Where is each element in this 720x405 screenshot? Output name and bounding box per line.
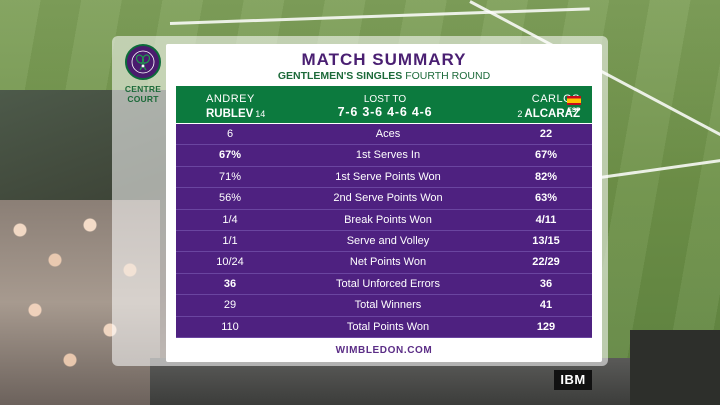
- set-scores: 7-6 3-6 4-6 4-6: [337, 105, 433, 119]
- player2-stat-value: 13/15: [532, 234, 560, 247]
- venue-logo: CENTRE COURT: [118, 44, 168, 104]
- player1-stat-value: 56%: [218, 192, 242, 205]
- website-link: WIMBLEDON.COM: [335, 345, 433, 356]
- player2-seed: 2: [517, 109, 523, 119]
- venue-line1: CENTRE: [124, 84, 162, 94]
- result-label: LOST TO: [363, 94, 407, 105]
- stats-table: 6 Aces 22 67% 1st Serves In 67% 71% 1st Serve P…: [176, 124, 592, 338]
- country-code: ESP: [567, 107, 581, 114]
- stat-row: 10/24 Net Points Won 22/29: [176, 252, 592, 274]
- stat-label: Total Points Won: [346, 320, 430, 333]
- player1-stat-value: 1/1: [222, 234, 238, 247]
- stat-label: 1st Serves In: [355, 149, 421, 162]
- stat-row: 67% 1st Serves In 67%: [176, 145, 592, 167]
- spain-flag-icon: [567, 96, 581, 105]
- stat-row: 36 Total Unforced Errors 36: [176, 273, 592, 296]
- player2-stat-value: 36: [539, 277, 553, 290]
- stat-label: 2nd Serve Points Won: [333, 192, 443, 205]
- stat-row: 1/4 Break Points Won 4/11: [176, 209, 592, 231]
- stat-row: 29 Total Winners 41: [176, 295, 592, 317]
- wimbledon-logo-icon: [125, 44, 161, 80]
- page-title: MATCH SUMMARY: [301, 50, 467, 69]
- ibm-logo: IBM: [554, 370, 592, 390]
- match-result: LOST TO 7-6 3-6 4-6 4-6: [300, 93, 470, 119]
- player2-stat-value: 82%: [534, 170, 558, 183]
- player2-stat-value: 4/11: [535, 213, 557, 226]
- crossed-rackets-icon: [131, 50, 155, 74]
- stat-label: 1st Serve Points Won: [335, 170, 441, 183]
- player2-stat-value: 22: [539, 128, 553, 140]
- player2-stat-value: 129: [536, 320, 556, 333]
- player1-stat-value: 10/24: [216, 256, 244, 269]
- stat-label: Serve and Volley: [346, 234, 430, 247]
- stat-row: 110 Total Points Won 129: [176, 316, 592, 338]
- player2-last-name: ALCARAZ: [524, 108, 580, 120]
- event-name: GENTLEMEN'S SINGLES: [277, 70, 403, 82]
- stat-row: 56% 2nd Serve Points Won 63%: [176, 188, 592, 210]
- players-header-bar: [176, 86, 592, 123]
- player2-stat-value: 22/29: [532, 256, 560, 269]
- stat-label: Total Winners: [354, 299, 422, 312]
- player1-stat-value: 29: [223, 299, 237, 312]
- player2-stat-value: 63%: [534, 192, 558, 205]
- stat-label: Break Points Won: [344, 213, 432, 226]
- stat-label: Aces: [375, 128, 401, 140]
- player1-stat-value: 36: [223, 277, 237, 290]
- player1-last-name: RUBLEV: [206, 108, 254, 120]
- player1-stat-value: 6: [226, 128, 234, 140]
- stat-row: 1/1 Serve and Volley 13/15: [176, 230, 592, 253]
- stat-row: 6 Aces 22: [176, 124, 592, 146]
- round-name: FOURTH ROUND: [405, 70, 491, 82]
- stat-label: Total Unforced Errors: [336, 277, 440, 290]
- event-subtitle: GENTLEMEN'S SINGLES FOURTH ROUND: [166, 70, 602, 82]
- venue-line2: COURT: [127, 94, 159, 104]
- player2-stat-value: 41: [539, 299, 553, 312]
- scoreboard-box: [630, 330, 720, 405]
- player1-seed: 14: [255, 109, 266, 119]
- player2-country: ESP: [566, 96, 582, 114]
- player2-stat-value: 67%: [534, 149, 558, 162]
- player1-stat-value: 71%: [218, 170, 242, 183]
- stat-label: Net Points Won: [349, 256, 427, 269]
- player1-stat-value: 110: [221, 320, 239, 333]
- player1-stat-value: 67%: [218, 149, 242, 162]
- stat-row: 71% 1st Serve Points Won 82%: [176, 166, 592, 189]
- player1-first-name: ANDREY: [206, 93, 255, 105]
- player1-name: ANDREY RUBLEV 14: [206, 93, 265, 121]
- player1-stat-value: 1/4: [222, 213, 238, 226]
